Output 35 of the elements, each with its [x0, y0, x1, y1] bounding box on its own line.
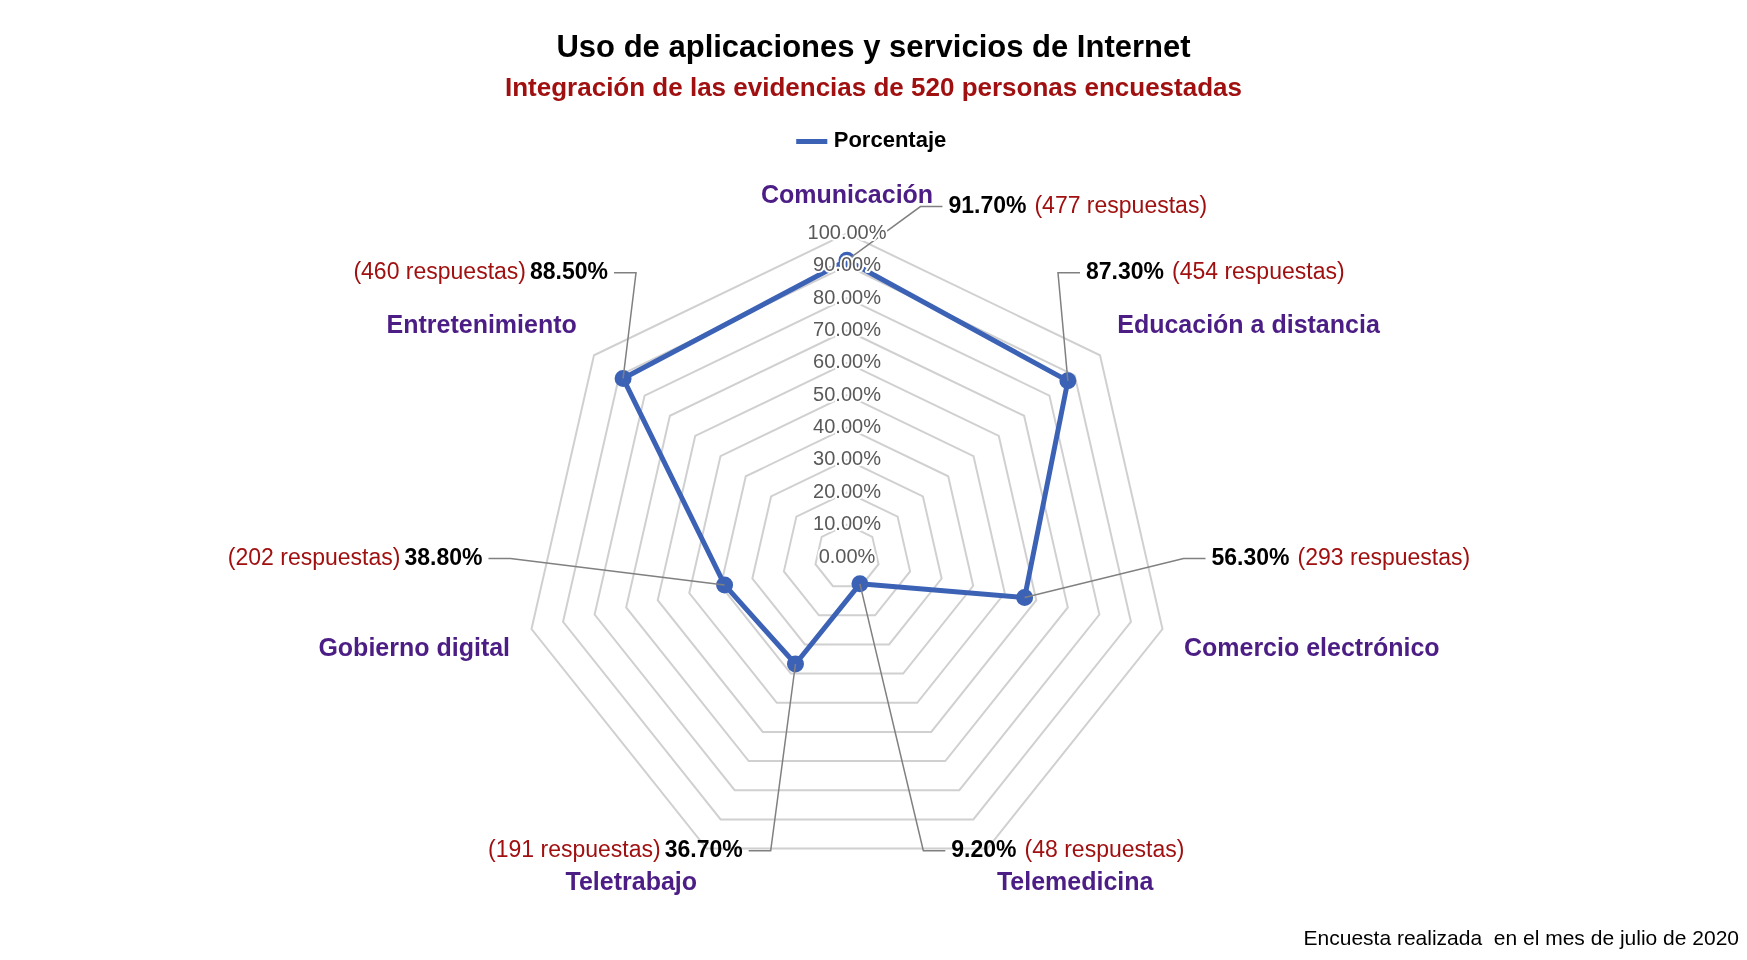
y-tick-label: 0.00%: [818, 544, 876, 567]
y-tick-label: 60.00%: [813, 350, 882, 373]
y-tick-label: 80.00%: [813, 285, 882, 308]
spoke-label: Teletrabajo: [565, 867, 698, 896]
text: (202 respuestas): [227, 543, 401, 570]
spoke-label: Telemedicina: [996, 867, 1155, 896]
y-tick-label: 100.00%: [807, 220, 887, 243]
y-tick-label: 50.00%: [813, 382, 882, 405]
chart-title: Uso de aplicaciones y servicios de Internet: [556, 29, 1191, 65]
data-label: 91.70%: [948, 191, 1027, 218]
text: (454 respuestas): [1171, 258, 1345, 285]
data-label: 87.30%: [1085, 258, 1164, 285]
spoke-label: Comercio electrónico: [1183, 632, 1440, 661]
data-label: 9.20%: [951, 836, 1017, 863]
spoke-label: Entretenimiento: [386, 310, 577, 339]
data-label: 88.50%: [530, 258, 609, 285]
text: Encuesta realizada en el mes de julio de 2020: [1303, 926, 1739, 950]
text: (191 respuestas): [488, 836, 661, 863]
chart-subtitle: Integración de las evidencias de 520 personas encuestadas: [504, 71, 1243, 102]
spoke-label: Educación a distancia: [1117, 310, 1381, 339]
y-tick-label: 70.00%: [813, 318, 882, 340]
text: (460 respuestas): [353, 258, 527, 285]
text: (293 respuestas): [1297, 543, 1471, 570]
spoke-label: Gobierno digital: [318, 632, 511, 661]
spoke-label: Comunicación: [760, 180, 934, 209]
data-label: 36.70%: [664, 836, 743, 863]
text: (477 respuestas): [1034, 191, 1208, 218]
y-tick-label: 20.00%: [813, 479, 882, 502]
data-label: 56.30%: [1211, 543, 1290, 570]
text: (48 respuestas): [1024, 836, 1185, 863]
y-tick-label: 10.00%: [813, 512, 882, 535]
y-tick-label: 30.00%: [813, 447, 882, 470]
y-tick-label: 40.00%: [813, 415, 882, 438]
legend-label: Porcentaje: [833, 127, 947, 153]
data-label: 38.80%: [404, 543, 483, 570]
